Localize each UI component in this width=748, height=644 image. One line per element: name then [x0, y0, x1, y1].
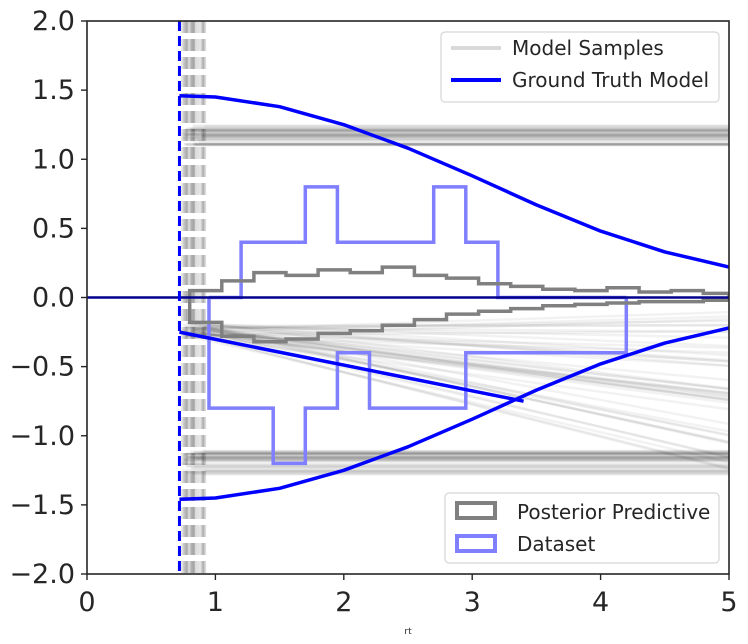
model-sample-trajectory	[192, 322, 729, 348]
axis-ticks: 0 1 2 3 4 5 2.0 1.5 1.0 0.5 0.0 −0.5 −1.0 −1.5 −2.0	[9, 6, 737, 618]
ground-truth-trajectory	[179, 330, 524, 403]
ground-truth-upper-bound	[179, 93, 729, 269]
model-sample-trajectory	[193, 310, 729, 332]
x-axis-label: rt	[404, 627, 412, 637]
y-tick-label: 1.5	[32, 75, 75, 106]
y-tick-label: −2.0	[9, 559, 75, 590]
legend-top: Model Samples Ground Truth Model	[440, 31, 720, 103]
x-tick-label: 1	[207, 587, 224, 618]
y-tick-label: −1.0	[9, 421, 75, 452]
model-sample-trajectory	[202, 325, 729, 339]
model-sample-trajectory	[184, 331, 729, 471]
legend-label-dataset: Dataset	[517, 532, 595, 556]
model-sample-trajectory	[182, 323, 729, 444]
x-tick-label: 5	[720, 587, 737, 618]
x-tick-label: 3	[464, 587, 481, 618]
y-tick-label: 0.0	[32, 283, 75, 314]
dataset-histogram-lower	[207, 297, 629, 466]
model-sample-trajectory	[187, 332, 729, 350]
model-sample-trajectory	[185, 323, 729, 329]
model-sample-trajectory	[197, 321, 729, 390]
y-tick-label: 0.5	[32, 213, 75, 244]
x-tick-label: 0	[78, 587, 95, 618]
model-sample-trajectory	[192, 329, 729, 382]
posterior-predictive-histogram-upper	[187, 265, 729, 298]
legend-top-frame	[440, 31, 720, 103]
model-sample-trajectory	[185, 333, 729, 411]
model-sample-trajectory	[203, 326, 729, 334]
model-sample-trajectory	[204, 324, 729, 362]
model-sample-trajectory	[196, 330, 729, 337]
model-sample-trajectory	[193, 332, 729, 368]
ground-truth-lower-bound	[179, 326, 729, 502]
x-tick-label: 2	[335, 587, 352, 618]
model-sample-trajectory	[191, 315, 729, 334]
legend-label-posterior-predictive: Posterior Predictive	[517, 500, 710, 524]
y-tick-label: 2.0	[32, 6, 75, 37]
plot-area	[87, 21, 729, 574]
model-sample-trajectory	[193, 328, 729, 459]
posterior-predictive-histogram-lower	[187, 297, 729, 344]
y-tick-label: −1.5	[9, 490, 75, 521]
model-sample-trajectory	[187, 334, 729, 464]
y-tick-label: 1.0	[32, 144, 75, 175]
x-tick-label: 4	[592, 587, 609, 618]
model-sample-trajectory	[192, 327, 729, 363]
model-sample-trajectory	[187, 322, 729, 368]
legend-label-ground-truth: Ground Truth Model	[512, 68, 709, 92]
legend-swatch-dataset	[455, 534, 497, 553]
legend-label-model-samples: Model Samples	[512, 36, 664, 60]
legend-bottom: Posterior Predictive Dataset	[444, 492, 720, 564]
legend-swatch-posterior-predictive	[455, 501, 497, 520]
model-sample-trajectory	[194, 330, 729, 436]
model-sample-trajectory	[187, 327, 729, 391]
y-tick-label: −0.5	[9, 352, 75, 383]
model-sample-trajectory	[184, 325, 729, 363]
model-sample-trajectory	[189, 324, 729, 444]
model-sample-trajectory	[183, 330, 729, 470]
model-sample-trajectory	[188, 333, 729, 395]
model-sample-trajectory	[193, 331, 729, 401]
model-sample-trajectory	[195, 319, 729, 330]
legend-bottom-frame	[444, 492, 720, 564]
model-sample-trajectory	[186, 317, 729, 338]
